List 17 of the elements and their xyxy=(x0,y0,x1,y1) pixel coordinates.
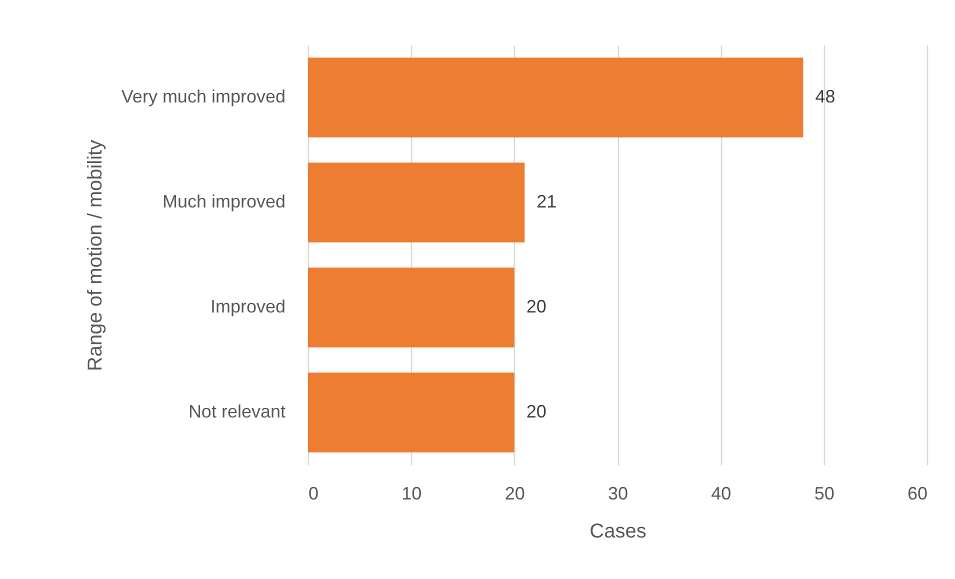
y-tick-label: Not relevant xyxy=(188,402,286,422)
x-tick-label: 50 xyxy=(814,484,834,504)
data-label: 20 xyxy=(526,402,546,422)
x-tick-label: 20 xyxy=(504,484,525,504)
y-tick-label: Much improved xyxy=(162,192,286,212)
data-label: 21 xyxy=(536,192,557,212)
x-axis-title: Cases xyxy=(590,520,646,542)
x-tick-label: 10 xyxy=(402,484,422,504)
data-label: 48 xyxy=(815,86,836,106)
x-tick-label: 0 xyxy=(308,484,319,504)
data-label: 20 xyxy=(526,296,546,316)
x-tick-label: 30 xyxy=(608,484,628,504)
y-axis-title: Range of motion / mobility xyxy=(84,140,106,372)
x-tick-label: 40 xyxy=(711,484,732,504)
y-tick-label: Very much improved xyxy=(121,86,286,106)
x-tick-label: 60 xyxy=(907,484,928,504)
y-tick-label: Improved xyxy=(210,296,286,316)
